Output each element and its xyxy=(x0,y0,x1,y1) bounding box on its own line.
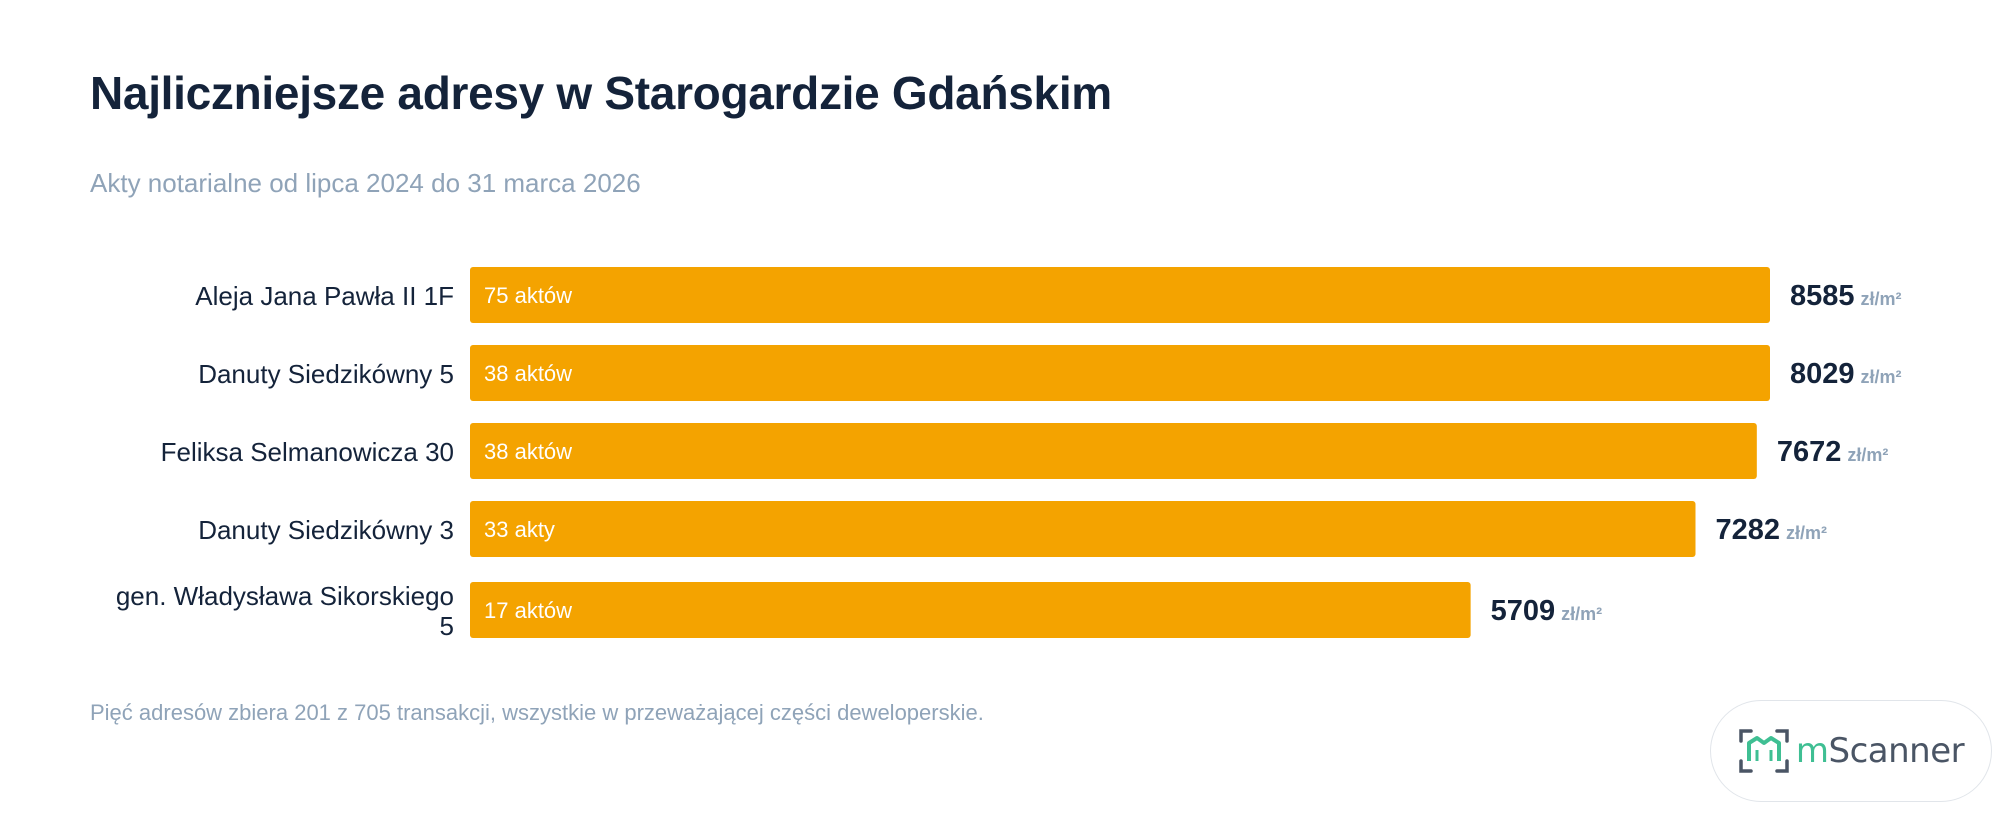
category-label: Feliksa Selmanowicza 30 xyxy=(161,437,454,467)
bar-inner-label: 38 aktów xyxy=(484,439,572,464)
bar-inner-label: 38 aktów xyxy=(484,361,572,386)
logo-m-text: m xyxy=(1795,731,1829,771)
mscanner-logo-text: mScanner xyxy=(1795,731,1965,771)
value-unit: zł/m² xyxy=(1561,604,1602,624)
footer-note: Pięć adresów zbiera 201 z 705 transakcji… xyxy=(90,700,984,725)
value-unit: zł/m² xyxy=(1847,445,1888,465)
value-label: 7672 zł/m² xyxy=(1777,436,1889,468)
value-number: 7282 xyxy=(1715,514,1780,546)
value-unit: zł/m² xyxy=(1861,367,1902,387)
bar-inner-label: 75 aktów xyxy=(484,283,572,308)
value-number: 5709 xyxy=(1491,595,1556,627)
category-label: 5 xyxy=(440,611,454,641)
bar xyxy=(470,267,1770,323)
bar-inner-label: 33 akty xyxy=(484,517,555,542)
value-label: 5709 zł/m² xyxy=(1491,595,1603,627)
category-label: Aleja Jana Pawła II 1F xyxy=(195,281,454,311)
value-unit: zł/m² xyxy=(1786,523,1827,543)
mscanner-logo: mScanner xyxy=(1710,700,1992,802)
value-label: 7282 zł/m² xyxy=(1715,514,1827,546)
bar xyxy=(470,345,1770,401)
value-number: 7672 xyxy=(1777,436,1842,468)
bar-chart: Aleja Jana Pawła II 1F 75 aktów 8585 zł/m² D… xyxy=(116,267,1902,641)
bar xyxy=(470,501,1696,557)
category-label: Danuty Siedzikówny 5 xyxy=(198,359,454,389)
bar xyxy=(470,423,1757,479)
value-label: 8029 zł/m² xyxy=(1790,358,1902,390)
chart-title: Najliczniejsze adresy w Starogardzie Gda… xyxy=(90,67,1112,119)
category-label: Danuty Siedzikówny 3 xyxy=(198,515,454,545)
category-label: gen. Władysława Sikorskiego xyxy=(116,581,454,611)
value-unit: zł/m² xyxy=(1861,289,1902,309)
bar-inner-label: 17 aktów xyxy=(484,598,572,623)
value-number: 8585 xyxy=(1790,280,1855,312)
mscanner-logo-icon xyxy=(1739,729,1789,773)
value-number: 8029 xyxy=(1790,358,1855,390)
bar xyxy=(470,582,1471,638)
chart-subtitle: Akty notarialne od lipca 2024 do 31 marc… xyxy=(90,168,641,198)
logo-scanner-text: Scanner xyxy=(1828,731,1965,771)
value-label: 8585 zł/m² xyxy=(1790,280,1902,312)
